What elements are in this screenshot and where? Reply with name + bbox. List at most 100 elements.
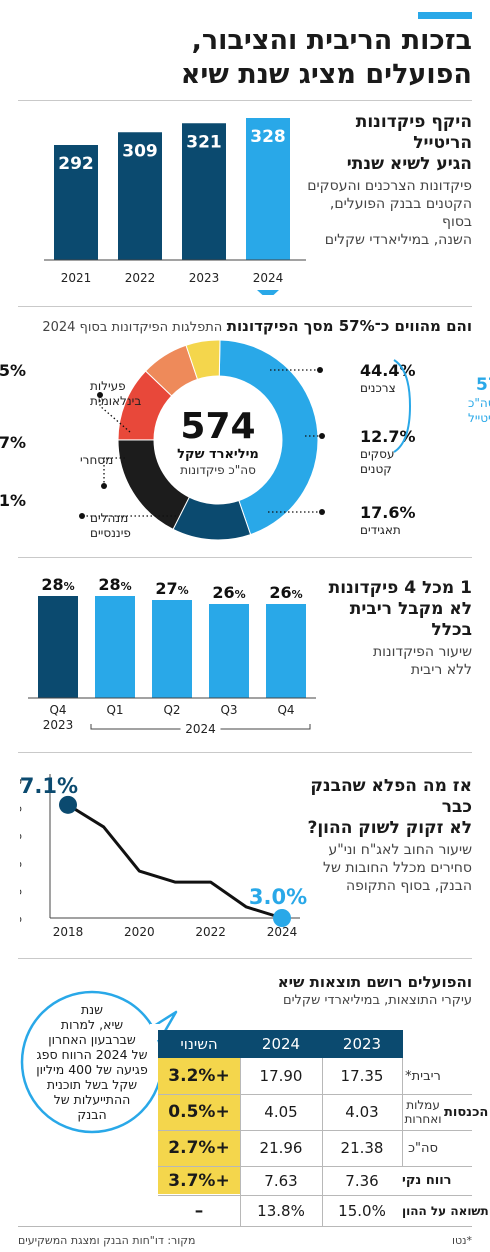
page-title: בזכות הריבית והציבור, הפועלים מציג שנת ש… (12, 24, 472, 92)
section2-title-bold: והם מהווים כ־57% מסך הפיקדונות (226, 317, 472, 335)
y-tick-label-8: 8% (20, 773, 22, 787)
center-total-caption: סה"כ פיקדונות (180, 463, 256, 477)
divider (18, 557, 472, 558)
page-title-line1: בזכות הריבית והציבור, (191, 25, 472, 56)
section3-sub-line2: ללא ריבית (410, 662, 472, 678)
y-tick-label-4: 4% (20, 883, 22, 897)
cell-2023: 4.03 (345, 1103, 379, 1121)
section4-title-line1: אז מה הפלא שהבנק כבר (310, 776, 472, 817)
bar-2021 (54, 145, 98, 260)
table-vline (402, 1058, 403, 1166)
change-column-bg (158, 1058, 240, 1194)
section1-sub-line1: פיקדונות הצרכנים והעסקים (307, 178, 472, 194)
section4-title: אז מה הפלא שהבנק כבר לא זקוק לשוק ההון? (302, 776, 472, 839)
table-vline (322, 1058, 323, 1226)
retail-deposits-text: היקף פיקדונות הריטייל הגיע לשיא שנתי פיק… (297, 112, 472, 249)
x-tick-label-2022: 2022 (195, 925, 226, 939)
cell-2024: 4.05 (264, 1103, 298, 1121)
label-financial-pct: 12.1% (0, 491, 26, 510)
bar-Q4-2023 (38, 596, 78, 698)
page-title-line2: הפועלים מציג שנת שיא (180, 59, 472, 90)
label-consumers-pct: 44.4% (360, 361, 416, 380)
cell-change: – (194, 1200, 204, 1221)
year-group-label: 2024 (185, 722, 216, 736)
cell-2024: 17.90 (259, 1067, 303, 1085)
row-label-fees-label_line1: עמלות (406, 1098, 440, 1112)
x-tick-line1-2: Q2 (163, 703, 180, 717)
accent-bar (418, 12, 472, 19)
section3-title-line2: לא מקבל ריבית בכלל (349, 599, 472, 640)
label-financial-line2: פיננסיים (90, 526, 131, 540)
end-value-label: 3.0% (249, 885, 307, 909)
donut-slice-5 (185, 340, 221, 380)
section4-sub-line1: שיעור החוב לאג"ח וני"ע (328, 842, 472, 858)
bar-value-label-2021: 292 (58, 154, 94, 174)
x-tick-line1-4: Q4 (277, 703, 294, 717)
table-hline (18, 1226, 472, 1227)
cell-2023: 17.35 (340, 1067, 384, 1085)
cell-2023: 15.0% (338, 1201, 386, 1220)
x-tick-line2-0: 2023 (43, 718, 74, 732)
section5-title: והפועלים רושם תוצאות שיא (277, 973, 472, 991)
row-label-net-profit: רווח נקי (402, 1173, 452, 1188)
callout-bubble (20, 990, 178, 1134)
callout-line: של 2024 הרווח ספג (36, 1047, 148, 1062)
bar-value-label-2023: 321 (186, 132, 222, 152)
label-international-pct: 5.5% (0, 361, 26, 380)
y-tick-label-5: 5% (20, 856, 22, 870)
center-total-value: 574 (180, 406, 255, 447)
bar-2024 (246, 118, 290, 260)
x-tick-label-2023: 2023 (189, 271, 220, 285)
label-international-line1: פעילות (90, 379, 126, 393)
x-tick-line1-0: Q4 (49, 703, 66, 717)
section1-title: היקף פיקדונות הריטייל הגיע לשיא שנתי (297, 112, 472, 175)
callout-line: שקל בשל תוכנית (46, 1077, 138, 1092)
leader-corporate-dot (319, 509, 325, 515)
section1-subtitle: פיקדונות הצרכנים והעסקים הקטנים בבנק הפו… (297, 177, 472, 249)
header-change: השינוי (180, 1035, 218, 1053)
bar-value-label-2024: 328 (250, 127, 286, 147)
leader-financial-dot (79, 513, 85, 519)
footer-source: מקור: דו"חות הבנק ומצגת המשקיעים (18, 1234, 196, 1247)
divider (18, 306, 472, 307)
x-tick-label-2024: 2024 (267, 925, 298, 939)
debt-share-line (67, 803, 283, 920)
label-small-business-pct: 12.7% (360, 427, 416, 446)
table-vline (240, 1058, 241, 1226)
bar-2023 (182, 123, 226, 260)
cell-2023: 7.36 (345, 1171, 379, 1190)
year-group-label-bg (180, 722, 221, 736)
y-tick-label-3: 3% (20, 911, 22, 925)
x-tick-line1-1: Q1 (106, 703, 123, 717)
table-hline (158, 1130, 472, 1131)
bar-value-label-3: 26% (212, 583, 245, 602)
label-corporate-name: תאגידים (360, 523, 401, 537)
results-text: והפועלים רושם תוצאות שיא עיקרי התוצאות, … (232, 972, 472, 1010)
section4-sub-line3: הבנק, בסוף התקופה (345, 878, 472, 894)
label-international-line2: בינלאומית (90, 394, 141, 408)
bond-debt-line-chart: 3% 4% 5% 6% 7% 8% 2018 2020 2022 2024 7.1% 3.0% (20, 773, 307, 939)
table-hline (158, 1166, 472, 1167)
bar-2022 (118, 132, 162, 260)
retail-total-line2: ריטייל (468, 411, 490, 425)
section1-sub-line2: הקטנים בבנק הפועלים, בסוף (329, 196, 472, 230)
start-value-label: 7.1% (20, 774, 78, 798)
section2-title-light: התפלגות הפיקדונות בסוף 2024 (42, 320, 223, 335)
callout-line: ההתייעלות של (53, 1092, 131, 1107)
header-2024: 2024 (261, 1035, 301, 1053)
table-header-bg (158, 1030, 403, 1058)
retail-deposits-bar-chart: 292 2021 309 2022 321 2023 328 2024 (44, 118, 306, 295)
start-point (59, 795, 77, 814)
callout-line: שנת (80, 1002, 104, 1017)
row-label-total: סה"כ (408, 1140, 438, 1156)
leader-consumers-dot (317, 367, 323, 373)
retail-bracket (393, 359, 412, 453)
bar-Q4 (266, 604, 306, 698)
x-tick-label-2018: 2018 (53, 925, 84, 939)
leader-commercial (103, 457, 125, 486)
section1-title-line2: הגיע לשיא שנתי (346, 154, 472, 174)
x-tick-label-2022: 2022 (125, 271, 156, 285)
callout-line: הבנק (77, 1107, 107, 1122)
results-table: 2023 2024 השינוי הכנסות ריבית* (18, 1030, 488, 1227)
bar-value-label-4: 26% (269, 583, 302, 602)
